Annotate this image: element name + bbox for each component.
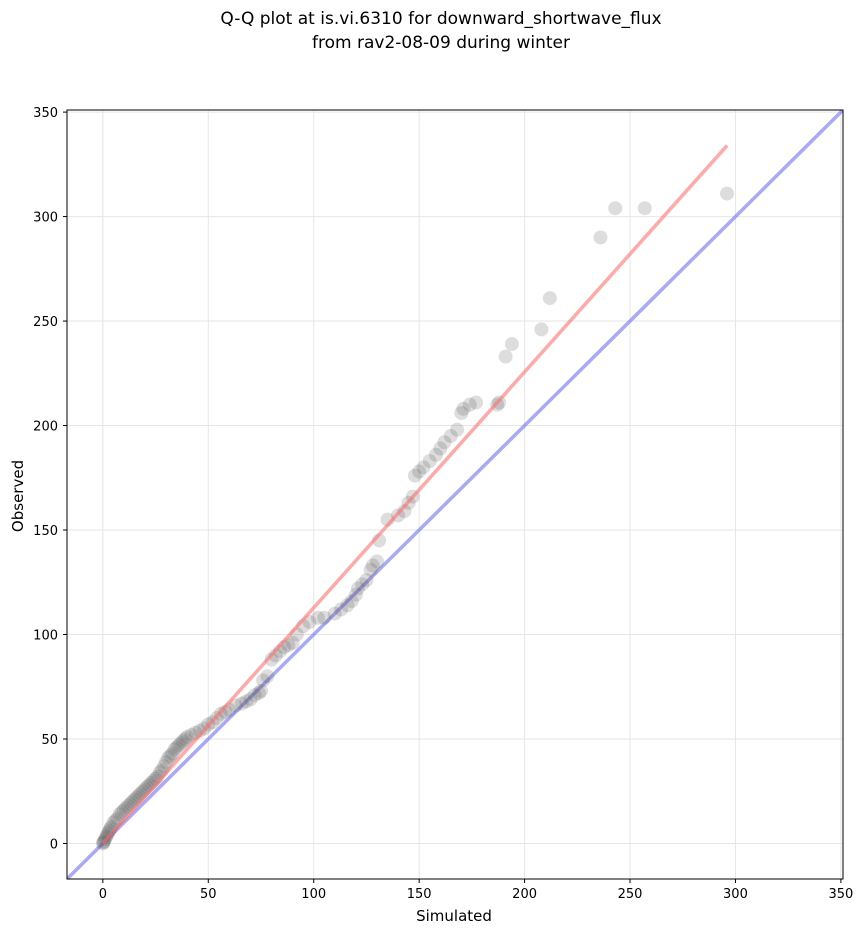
data-point bbox=[254, 683, 268, 698]
regression-line bbox=[101, 144, 729, 845]
data-point bbox=[243, 692, 258, 707]
x-tick-label: 250 bbox=[618, 887, 643, 902]
data-point bbox=[443, 428, 458, 443]
data-point bbox=[192, 723, 207, 738]
data-point bbox=[365, 558, 380, 573]
y-axis-label: Observed bbox=[9, 460, 27, 532]
data-point bbox=[416, 460, 431, 475]
y-tick-label: 100 bbox=[33, 629, 58, 644]
data-point bbox=[180, 729, 195, 744]
data-point bbox=[720, 186, 735, 201]
data-point bbox=[462, 397, 477, 412]
x-tick-label: 150 bbox=[407, 887, 432, 902]
data-point bbox=[239, 694, 254, 709]
data-point bbox=[175, 734, 190, 749]
data-point bbox=[450, 422, 465, 437]
data-point bbox=[173, 736, 188, 751]
data-point bbox=[351, 581, 365, 596]
x-tick-label: 0 bbox=[99, 887, 107, 902]
data-point bbox=[256, 673, 271, 688]
x-tick-label: 200 bbox=[512, 887, 537, 902]
plot-content bbox=[67, 110, 843, 879]
data-point bbox=[235, 696, 250, 711]
data-point bbox=[317, 610, 332, 625]
data-point bbox=[327, 606, 342, 621]
data-point bbox=[407, 468, 422, 483]
data-point bbox=[498, 349, 513, 364]
data-point bbox=[264, 652, 279, 667]
y-tick-label: 150 bbox=[33, 524, 58, 539]
data-point bbox=[285, 635, 300, 650]
data-point bbox=[247, 688, 262, 703]
data-point bbox=[433, 441, 448, 456]
y-tick-label: 200 bbox=[33, 420, 58, 435]
data-point bbox=[359, 573, 374, 588]
y-tick-label: 350 bbox=[33, 106, 58, 121]
data-point bbox=[100, 828, 115, 843]
data-point bbox=[469, 395, 484, 410]
data-point bbox=[454, 406, 469, 421]
x-tick-label: 350 bbox=[828, 887, 853, 902]
x-tick-label: 100 bbox=[301, 887, 326, 902]
data-point bbox=[355, 577, 370, 592]
data-point bbox=[429, 447, 444, 462]
data-point bbox=[363, 562, 378, 577]
data-point bbox=[637, 201, 652, 216]
data-point bbox=[171, 738, 186, 753]
x-axis-label: Simulated bbox=[416, 907, 492, 925]
x-tick-label: 50 bbox=[200, 887, 217, 902]
y-tick-label: 300 bbox=[33, 211, 58, 226]
chart-title: Q-Q plot at is.vi.6310 for downward_shor… bbox=[220, 9, 661, 29]
y-tick-label: 0 bbox=[50, 837, 58, 852]
y-tick-label: 250 bbox=[33, 315, 58, 330]
data-point bbox=[437, 435, 452, 450]
data-point bbox=[344, 594, 359, 609]
plot-area bbox=[67, 110, 843, 879]
data-point bbox=[456, 401, 471, 416]
data-point bbox=[167, 742, 182, 757]
data-point bbox=[159, 754, 174, 769]
data-point bbox=[334, 602, 349, 617]
data-point bbox=[542, 291, 557, 306]
data-point bbox=[608, 201, 623, 216]
data-point bbox=[101, 826, 116, 841]
data-point bbox=[161, 750, 176, 765]
data-point bbox=[422, 454, 437, 469]
data-point bbox=[369, 554, 384, 569]
chart-subtitle: from rav2-08-09 during winter bbox=[312, 33, 570, 53]
x-axis: 0 50 100 150 200 250 300 350 bbox=[99, 879, 853, 902]
data-point bbox=[260, 669, 275, 684]
data-point bbox=[112, 807, 127, 822]
x-tick-label: 300 bbox=[723, 887, 748, 902]
data-point bbox=[310, 610, 325, 625]
data-point bbox=[114, 805, 129, 820]
data-point bbox=[163, 748, 178, 763]
data-point bbox=[593, 230, 608, 245]
data-point bbox=[348, 587, 363, 602]
data-point bbox=[340, 598, 355, 613]
data-point bbox=[412, 464, 427, 479]
data-point bbox=[504, 337, 519, 352]
data-point bbox=[178, 731, 193, 746]
data-point bbox=[251, 686, 266, 701]
data-point bbox=[169, 740, 184, 755]
plot-frame bbox=[66, 109, 844, 880]
data-point bbox=[165, 746, 180, 761]
grid-lines bbox=[67, 110, 843, 879]
y-tick-label: 50 bbox=[41, 733, 58, 748]
y-axis: 0 50 100 150 200 250 300 350 bbox=[33, 106, 67, 852]
identity-line bbox=[67, 110, 843, 879]
data-point bbox=[228, 698, 243, 713]
data-point bbox=[534, 322, 549, 337]
